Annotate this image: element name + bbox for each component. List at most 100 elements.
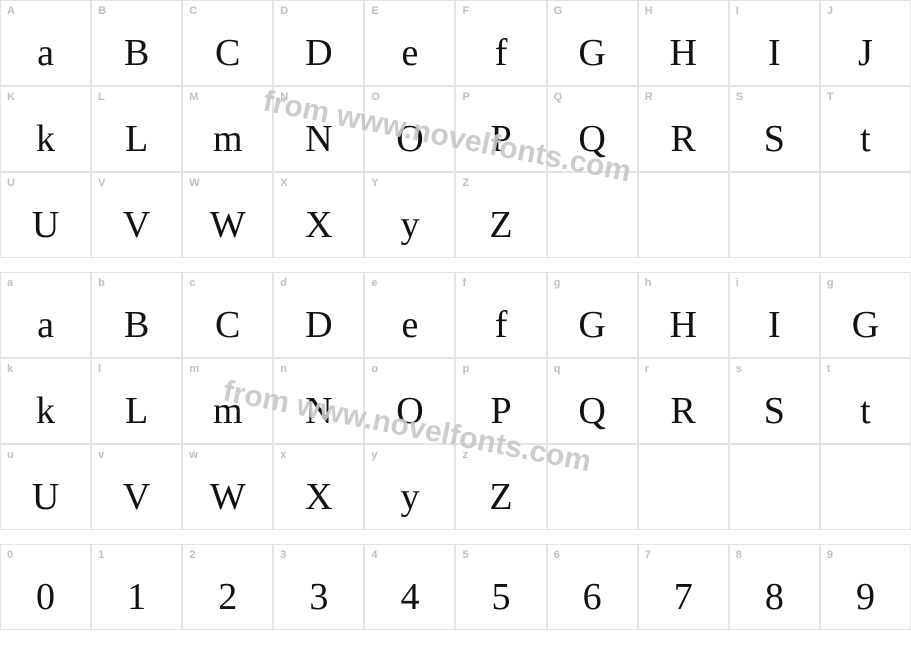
cell-glyph: m <box>213 389 243 433</box>
glyph-cell: WW <box>182 172 273 258</box>
glyph-cell: Ff <box>455 0 546 86</box>
cell-glyph: X <box>305 475 332 519</box>
cell-glyph: B <box>124 303 149 347</box>
glyph-cell: wW <box>182 444 273 530</box>
cell-glyph: t <box>860 389 871 433</box>
cell-key-label: e <box>371 277 377 289</box>
cell-glyph: N <box>305 117 332 161</box>
glyph-cell: 11 <box>91 544 182 630</box>
cell-glyph: J <box>858 31 873 75</box>
cell-key-label: l <box>98 363 101 375</box>
cell-glyph: R <box>671 117 696 161</box>
cell-glyph: f <box>495 31 508 75</box>
cell-key-label: I <box>736 5 739 17</box>
cell-key-label: v <box>98 449 104 461</box>
cell-key-label: P <box>462 91 469 103</box>
cell-key-label: k <box>7 363 13 375</box>
cell-key-label: s <box>736 363 742 375</box>
glyph-cell: vV <box>91 444 182 530</box>
cell-glyph: L <box>125 389 148 433</box>
glyph-cell: hH <box>638 272 729 358</box>
glyph-cell: cC <box>182 272 273 358</box>
cell-key-label: r <box>645 363 649 375</box>
cell-key-label: C <box>189 5 197 17</box>
cell-glyph: Z <box>489 475 512 519</box>
cell-glyph: e <box>402 303 419 347</box>
glyph-cell: tt <box>820 358 911 444</box>
glyph-cell: DD <box>273 0 364 86</box>
cell-glyph: V <box>123 203 150 247</box>
cell-glyph: f <box>495 303 508 347</box>
glyph-cell: sS <box>729 358 820 444</box>
cell-key-label: n <box>280 363 287 375</box>
cell-glyph: G <box>852 303 879 347</box>
cell-key-label: Z <box>462 177 469 189</box>
cell-glyph: P <box>490 117 511 161</box>
glyph-cell: 99 <box>820 544 911 630</box>
cell-key-label: M <box>189 91 198 103</box>
cell-glyph: 2 <box>218 575 237 619</box>
glyph-cell: oO <box>364 358 455 444</box>
glyph-cell: gG <box>820 272 911 358</box>
cell-glyph: P <box>490 389 511 433</box>
cell-key-label: F <box>462 5 469 17</box>
glyph-cell <box>820 444 911 530</box>
glyph-cell: ZZ <box>455 172 546 258</box>
cell-glyph: R <box>671 389 696 433</box>
glyph-cell: pP <box>455 358 546 444</box>
cell-glyph: O <box>396 389 423 433</box>
cell-key-label: Q <box>554 91 563 103</box>
cell-key-label: p <box>462 363 469 375</box>
cell-key-label: 7 <box>645 549 651 561</box>
cell-glyph: y <box>400 203 419 247</box>
cell-glyph: B <box>124 31 149 75</box>
glyph-cell: QQ <box>547 86 638 172</box>
cell-key-label: u <box>7 449 14 461</box>
cell-key-label: L <box>98 91 105 103</box>
cell-key-label: d <box>280 277 287 289</box>
glyph-cell: rR <box>638 358 729 444</box>
glyph-cell: 00 <box>0 544 91 630</box>
cell-key-label: 3 <box>280 549 286 561</box>
cell-key-label: D <box>280 5 288 17</box>
cell-glyph: y <box>400 475 419 519</box>
cell-key-label: 5 <box>462 549 468 561</box>
cell-glyph: 4 <box>400 575 419 619</box>
glyph-cell: HH <box>638 0 729 86</box>
cell-glyph: 8 <box>765 575 784 619</box>
glyph-cell: NN <box>273 86 364 172</box>
glyph-cell: 33 <box>273 544 364 630</box>
glyph-cell: Mm <box>182 86 273 172</box>
glyph-cell: Tt <box>820 86 911 172</box>
glyph-cell: mm <box>182 358 273 444</box>
cell-glyph: W <box>210 203 246 247</box>
cell-glyph: G <box>578 31 605 75</box>
glyph-cell: kk <box>0 358 91 444</box>
glyph-cell: 66 <box>547 544 638 630</box>
glyph-cell <box>820 172 911 258</box>
cell-glyph: U <box>32 203 59 247</box>
glyph-cell: lL <box>91 358 182 444</box>
glyph-cell <box>638 444 729 530</box>
glyph-cell <box>638 172 729 258</box>
glyph-cell: xX <box>273 444 364 530</box>
cell-key-label: o <box>371 363 378 375</box>
cell-key-label: X <box>280 177 287 189</box>
glyph-row: uUvVwWxXyyzZ <box>0 444 911 530</box>
cell-glyph: V <box>123 475 150 519</box>
cell-glyph: H <box>670 303 697 347</box>
font-glyph-table: AaBBCCDDEeFfGGHHIIJJKkLLMmNNOOPPQQRRSSTt… <box>0 0 911 630</box>
cell-glyph: m <box>213 117 243 161</box>
cell-glyph: L <box>125 117 148 161</box>
glyph-cell: LL <box>91 86 182 172</box>
cell-glyph: X <box>305 203 332 247</box>
glyph-cell: nN <box>273 358 364 444</box>
cell-glyph: N <box>305 389 332 433</box>
cell-glyph: Q <box>578 389 605 433</box>
glyph-cell: JJ <box>820 0 911 86</box>
cell-glyph: H <box>670 31 697 75</box>
cell-key-label: q <box>554 363 561 375</box>
cell-key-label: O <box>371 91 380 103</box>
cell-key-label: H <box>645 5 653 17</box>
cell-glyph: 9 <box>856 575 875 619</box>
